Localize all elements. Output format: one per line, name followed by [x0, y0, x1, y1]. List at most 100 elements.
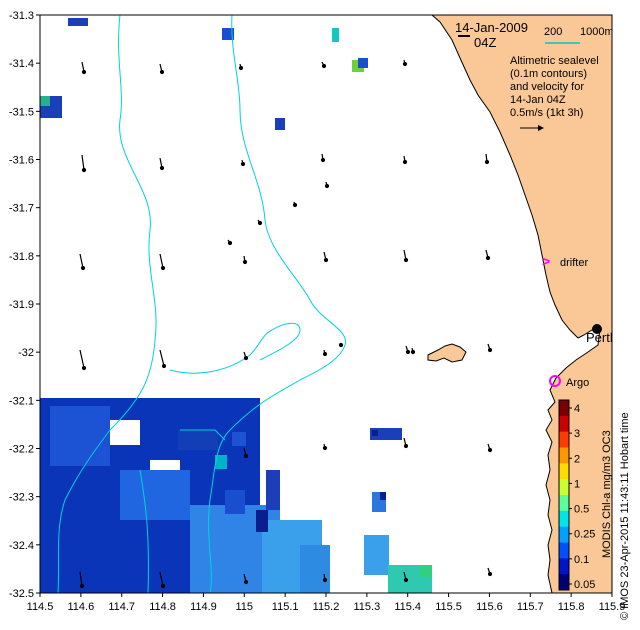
lon-tick-label: 114.7 — [108, 601, 135, 613]
velocity-arrow — [227, 239, 233, 246]
lon-tick-label: 114.6 — [67, 601, 94, 613]
colorbar-swatch — [559, 415, 569, 433]
velocity-arrow — [79, 253, 86, 271]
velocity-arrow — [487, 343, 493, 353]
lon-tick-label: 114.8 — [149, 601, 176, 613]
lat-tick-label: -31.7 — [9, 203, 34, 215]
colorbar-swatch — [559, 479, 569, 496]
argo-label: Argo — [566, 377, 589, 389]
velocity-arrow — [322, 573, 328, 583]
velocity-arrow — [243, 573, 249, 585]
perth-marker — [592, 324, 602, 334]
lat-tick-label: -31.4 — [9, 58, 34, 70]
description-line-1: Altimetric sealevel — [510, 55, 599, 67]
velocity-arrow — [484, 153, 490, 165]
scale-bar-label-b: 1000m — [580, 26, 614, 38]
lon-tick-label: 114.9 — [190, 601, 217, 613]
lat-tick-label: -32.4 — [9, 540, 34, 552]
colorbar-tick-label: 0.1 — [574, 554, 589, 566]
velocity-arrow — [403, 571, 409, 583]
perth-label: Perth — [586, 330, 617, 345]
lon-tick-label: 115.4 — [394, 601, 421, 613]
colorbar-tick-label: 1 — [574, 478, 580, 490]
colorbar-tick-label: 3 — [574, 428, 580, 440]
velocity-arrow — [257, 219, 263, 226]
colorbar-swatch — [559, 558, 569, 575]
lat-tick-label: -32 — [18, 347, 34, 359]
velocity-arrow — [410, 347, 416, 355]
colorbar-tick-label: 0.25 — [574, 529, 595, 541]
velocity-arrow — [321, 61, 327, 69]
lat-tick-label: -32.1 — [9, 395, 34, 407]
lon-tick-label: 115.5 — [435, 601, 462, 613]
credit-text: © IMOS 23-Apr-2015 11:43:11 Hobart time — [619, 412, 631, 620]
lon-tick-label: 114.5 — [27, 601, 54, 613]
velocity-arrow — [485, 249, 491, 261]
colorbar-swatch — [559, 510, 569, 528]
colorbar-tick-label: 2 — [574, 453, 580, 465]
longitude-axis: 114.5 114.6 114.7 114.8 114.9 115 115.1 115.2 11… — [27, 593, 626, 613]
colorbar-tick-label: 0.05 — [574, 579, 595, 591]
lon-tick-label: 115.2 — [313, 601, 340, 613]
lon-tick-label: 115.7 — [517, 601, 544, 613]
lon-tick-label: 115.9 — [599, 601, 626, 613]
colorbar-swatch — [559, 526, 569, 543]
velocity-arrow — [403, 249, 409, 263]
colorbar-swatch — [559, 463, 569, 480]
lat-tick-label: -32.2 — [9, 444, 34, 456]
lon-tick-label: 115.6 — [476, 601, 503, 613]
sea-level-contours — [57, 15, 346, 593]
velocity-arrow — [402, 59, 408, 67]
colorbar-tick-label: 0.5 — [574, 504, 589, 516]
lat-tick-label: -31.5 — [9, 106, 34, 118]
colorbar-swatch — [559, 431, 569, 448]
velocity-arrow — [487, 443, 493, 453]
velocity-arrow — [238, 63, 244, 71]
lon-tick-label: 115.3 — [353, 601, 380, 613]
velocity-arrow — [240, 159, 246, 167]
velocity-arrow — [487, 567, 493, 577]
velocity-arrow — [242, 255, 248, 265]
latitude-axis: -31.3 -31.4 -31.5 -31.6 -31.7 -31.8 -31.9 -32 -3… — [9, 10, 40, 600]
description-line-4: 14-Jan 04Z — [510, 94, 566, 106]
velocity-arrow — [323, 251, 329, 263]
velocity-arrow — [159, 349, 167, 369]
velocity-arrow — [159, 253, 166, 271]
velocity-arrow — [81, 61, 87, 75]
reference-arrow — [520, 125, 544, 131]
velocity-arrow — [81, 154, 87, 173]
colorbar-swatch — [559, 574, 569, 591]
drifter-label: drifter — [560, 257, 588, 269]
velocity-arrow — [320, 153, 326, 163]
velocity-arrow — [159, 571, 166, 589]
colorbar-tick-label: 4 — [574, 403, 580, 415]
lat-tick-label: -32.5 — [9, 588, 34, 600]
velocity-arrow — [292, 201, 298, 208]
colorbar-swatch — [559, 542, 569, 559]
velocity-arrow — [243, 447, 249, 459]
velocity-arrow — [322, 349, 328, 357]
velocity-arrow — [79, 571, 85, 589]
lat-tick-label: -31.9 — [9, 299, 34, 311]
scale-bar-label-a: 200 — [544, 26, 562, 38]
lon-tick-label: 115.8 — [558, 601, 585, 613]
velocity-arrow — [338, 342, 344, 348]
map-hour: 04Z — [474, 35, 496, 50]
colorbar-swatch — [559, 495, 569, 512]
velocity-arrow — [405, 345, 411, 355]
drifter-marker: > — [542, 253, 550, 269]
colorbar-swatch — [559, 447, 569, 464]
map-date: 14-Jan-2009 — [455, 20, 528, 35]
velocity-arrow — [79, 349, 87, 371]
colorbar-swatch — [559, 400, 569, 417]
colorbar-title: MODIS Chl-a mg/m3 OC3 — [601, 430, 613, 558]
lat-tick-label: -31.6 — [9, 155, 34, 167]
velocity-arrow — [403, 437, 409, 449]
velocity-arrow — [159, 63, 165, 75]
colorbar-frame — [558, 399, 570, 591]
argo-marker — [549, 375, 561, 387]
description-line-5: 0.5m/s (1kt 3h) — [510, 107, 583, 119]
velocity-arrow — [159, 157, 165, 171]
description-line-3: and velocity for — [510, 81, 584, 93]
